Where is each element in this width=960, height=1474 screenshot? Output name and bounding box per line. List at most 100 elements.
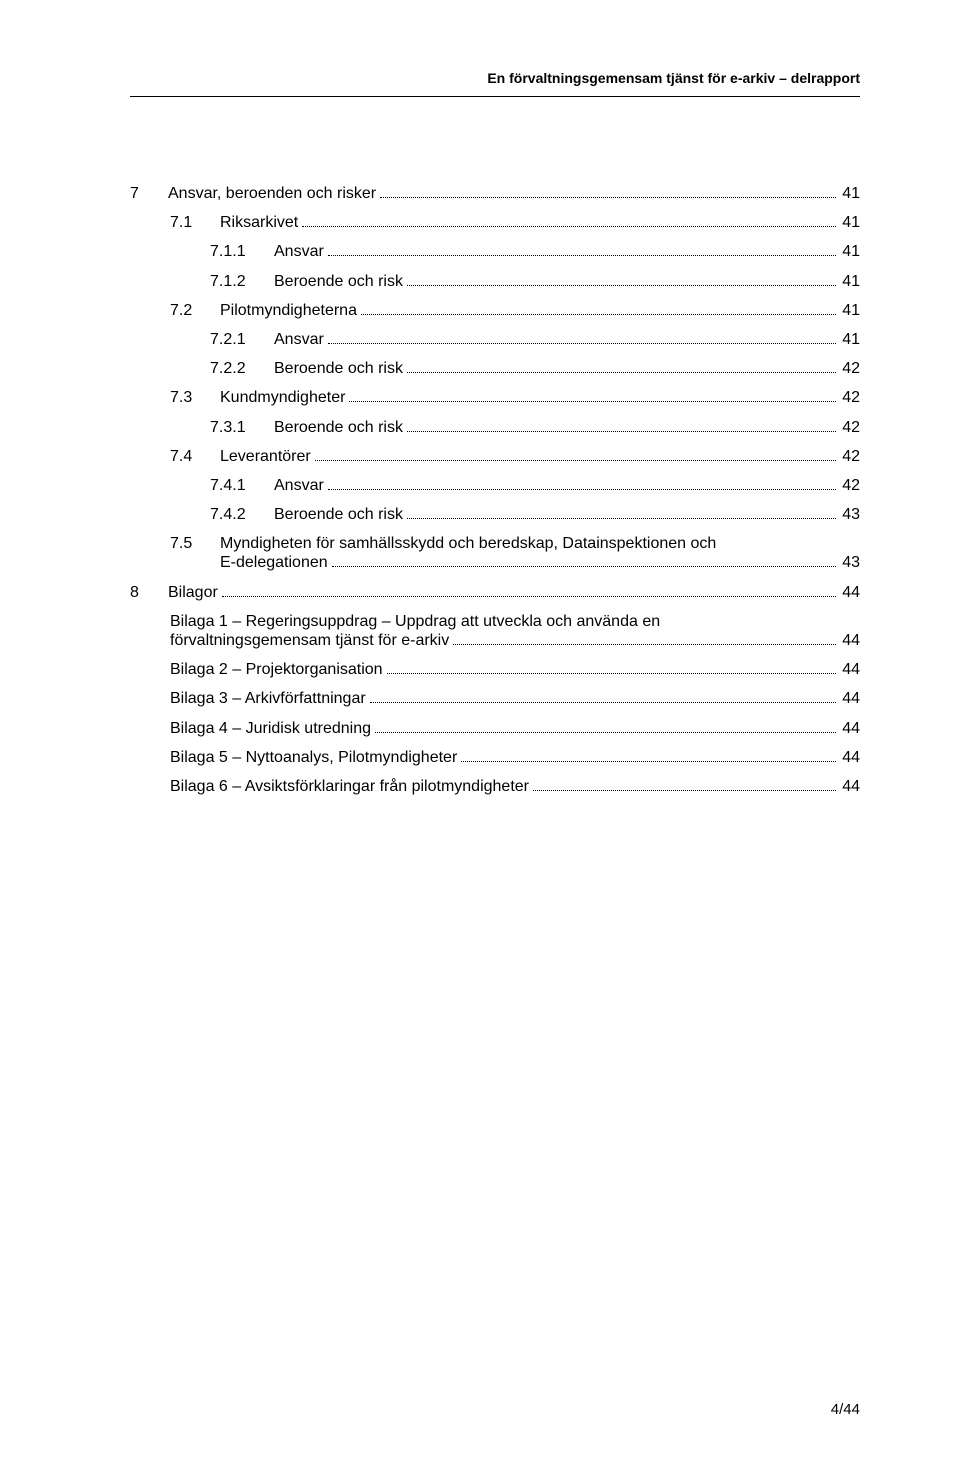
toc-title: Bilaga 5 – Nyttoanalys, Pilotmyndigheter [170, 748, 457, 767]
toc-leader [380, 197, 836, 198]
toc-title-line2: E-delegationen [220, 553, 328, 572]
toc-page: 44 [842, 631, 860, 650]
toc-page: 44 [842, 583, 860, 602]
toc-row-bilaga-6: Bilaga 6 – Avsiktsförklaringar från pilo… [130, 777, 860, 796]
toc-num: 7 [130, 184, 150, 203]
toc-num: 7.5 [170, 534, 202, 572]
toc-title-line2: förvaltningsgemensam tjänst för e-arkiv [170, 631, 449, 650]
toc-page: 42 [842, 418, 860, 437]
toc-title-line1: Myndigheten för samhällsskydd och bereds… [220, 534, 860, 553]
toc-row-7-4-1: 7.4.1 Ansvar 42 [130, 476, 860, 495]
toc-num: 7.3.1 [210, 418, 256, 437]
toc-leader [315, 460, 836, 461]
toc-row-bilaga-5: Bilaga 5 – Nyttoanalys, Pilotmyndigheter… [130, 748, 860, 767]
toc-leader [453, 644, 836, 645]
toc-num: 7.4.1 [210, 476, 256, 495]
toc-num: 7.4 [170, 447, 202, 466]
toc-page: 41 [842, 301, 860, 320]
toc-title-line1: Bilaga 1 – Regeringsuppdrag – Uppdrag at… [170, 612, 860, 631]
toc-num: 7.1 [170, 213, 202, 232]
toc-page: 44 [842, 719, 860, 738]
toc-title: Bilaga 4 – Juridisk utredning [170, 719, 371, 738]
toc-leader [407, 518, 836, 519]
toc-row-7-5: 7.5 Myndigheten för samhällsskydd och be… [130, 534, 860, 572]
toc-leader [370, 702, 837, 703]
toc-page: 43 [842, 505, 860, 524]
toc-page: 44 [842, 689, 860, 708]
toc-page: 42 [842, 447, 860, 466]
toc-leader [302, 226, 836, 227]
toc-row-bilaga-2: Bilaga 2 – Projektorganisation 44 [130, 660, 860, 679]
toc-title: Riksarkivet [220, 213, 298, 232]
toc-num: 7.2.1 [210, 330, 256, 349]
toc-leader [332, 566, 837, 567]
toc-title: Beroende och risk [274, 359, 403, 378]
toc-num: 7.1.2 [210, 272, 256, 291]
toc-title: Pilotmyndigheterna [220, 301, 357, 320]
table-of-contents: 7 Ansvar, beroenden och risker 41 7.1 Ri… [130, 184, 860, 796]
toc-title: Bilagor [168, 583, 218, 602]
toc-row-7-2: 7.2 Pilotmyndigheterna 41 [130, 301, 860, 320]
toc-row-7-3-1: 7.3.1 Beroende och risk 42 [130, 418, 860, 437]
toc-num: 7.1.1 [210, 242, 256, 261]
toc-page: 42 [842, 388, 860, 407]
toc-page: 41 [842, 184, 860, 203]
toc-row-7-1-1: 7.1.1 Ansvar 41 [130, 242, 860, 261]
toc-row-7-2-2: 7.2.2 Beroende och risk 42 [130, 359, 860, 378]
toc-row-7-3: 7.3 Kundmyndigheter 42 [130, 388, 860, 407]
toc-leader [407, 372, 836, 373]
toc-leader [328, 343, 836, 344]
toc-page: 41 [842, 272, 860, 291]
toc-leader [328, 489, 836, 490]
toc-row-bilaga-1: Bilaga 1 – Regeringsuppdrag – Uppdrag at… [130, 612, 860, 650]
toc-page: 42 [842, 359, 860, 378]
toc-leader [328, 255, 836, 256]
toc-title: Beroende och risk [274, 418, 403, 437]
toc-page: 42 [842, 476, 860, 495]
toc-title: Kundmyndigheter [220, 388, 345, 407]
toc-num: 7.2 [170, 301, 202, 320]
toc-page: 43 [842, 553, 860, 572]
page: En förvaltningsgemensam tjänst för e-ark… [0, 0, 960, 1474]
toc-num: 7.2.2 [210, 359, 256, 378]
toc-leader [407, 431, 836, 432]
toc-leader [375, 732, 836, 733]
toc-title: Ansvar, beroenden och risker [168, 184, 376, 203]
toc-leader [349, 401, 836, 402]
running-head: En förvaltningsgemensam tjänst för e-ark… [487, 70, 860, 86]
toc-title: Beroende och risk [274, 272, 403, 291]
toc-title: Ansvar [274, 242, 324, 261]
toc-page: 41 [842, 213, 860, 232]
toc-leader [361, 314, 836, 315]
toc-title: Bilaga 3 – Arkivförfattningar [170, 689, 366, 708]
toc-row-7-1: 7.1 Riksarkivet 41 [130, 213, 860, 232]
toc-row-bilaga-4: Bilaga 4 – Juridisk utredning 44 [130, 719, 860, 738]
toc-num: 8 [130, 583, 150, 602]
toc-page: 41 [842, 330, 860, 349]
toc-row-bilaga-3: Bilaga 3 – Arkivförfattningar 44 [130, 689, 860, 708]
toc-leader [533, 790, 836, 791]
toc-row-7-1-2: 7.1.2 Beroende och risk 41 [130, 272, 860, 291]
toc-row-7-4: 7.4 Leverantörer 42 [130, 447, 860, 466]
toc-leader [222, 596, 836, 597]
toc-title: Bilaga 2 – Projektorganisation [170, 660, 383, 679]
toc-title: Leverantörer [220, 447, 311, 466]
toc-num: 7.4.2 [210, 505, 256, 524]
header-rule [130, 96, 860, 97]
toc-row-7-4-2: 7.4.2 Beroende och risk 43 [130, 505, 860, 524]
toc-row-8: 8 Bilagor 44 [130, 583, 860, 602]
toc-page: 44 [842, 777, 860, 796]
toc-page: 41 [842, 242, 860, 261]
toc-leader [407, 285, 836, 286]
toc-title: Bilaga 6 – Avsiktsförklaringar från pilo… [170, 777, 529, 796]
toc-leader [387, 673, 837, 674]
toc-title: Ansvar [274, 476, 324, 495]
toc-page: 44 [842, 660, 860, 679]
toc-row-7: 7 Ansvar, beroenden och risker 41 [130, 184, 860, 203]
toc-leader [461, 761, 836, 762]
toc-page: 44 [842, 748, 860, 767]
toc-num: 7.3 [170, 388, 202, 407]
toc-row-7-2-1: 7.2.1 Ansvar 41 [130, 330, 860, 349]
page-number: 4/44 [831, 1401, 860, 1418]
toc-title: Ansvar [274, 330, 324, 349]
